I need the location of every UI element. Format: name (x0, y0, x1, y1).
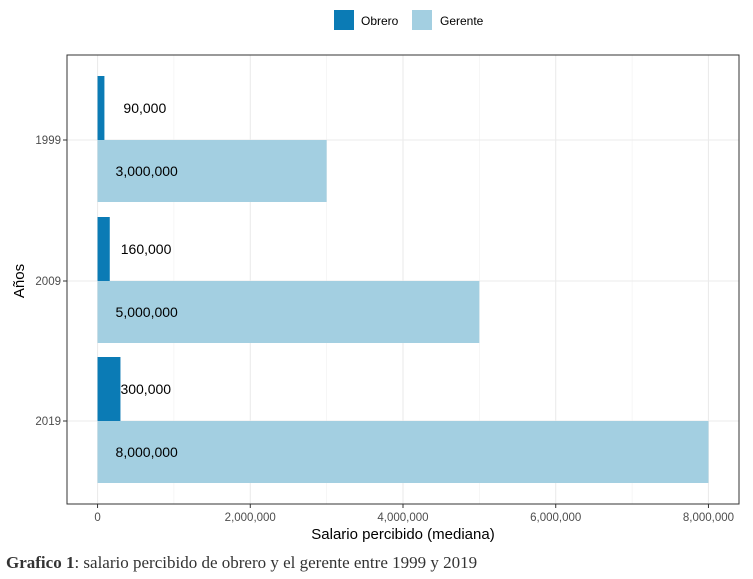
data-label-gerente-2009: 5,000,000 (116, 304, 178, 320)
figure-caption: Grafico 1: salario percibido de obrero y… (6, 553, 477, 573)
x-tick-label: 6,000,000 (530, 512, 581, 524)
x-tick-label: 0 (94, 512, 100, 524)
y-axis: 1999 2009 2019 (35, 135, 67, 428)
plot-panel: 90,000 3,000,000 160,000 5,000,000 300,000 8,… (66, 54, 740, 505)
bar-gerente-2019 (97, 421, 709, 483)
bar-gerente-2009 (97, 281, 480, 343)
x-tick-label: 2,000,000 (225, 512, 276, 524)
bar-gerente-1999 (97, 140, 327, 202)
legend-label-obrero: Obrero (361, 14, 399, 28)
bar-obrero-1999 (97, 76, 105, 140)
x-tick-label: 4,000,000 (377, 512, 428, 524)
bar-obrero-2019 (97, 357, 121, 421)
data-label-obrero-2019: 300,000 (120, 381, 171, 397)
legend: Obrero Gerente (334, 10, 484, 30)
x-axis: 0 2,000,000 4,000,000 6,000,000 8,000,000 (94, 504, 734, 524)
y-axis-title: Años (11, 264, 28, 298)
x-tick-label: 8,000,000 (683, 512, 734, 524)
data-label-obrero-2009: 160,000 (121, 241, 172, 257)
bar-chart: Obrero Gerente 90,000 3,000,000 160,000 5,00… (11, 10, 740, 543)
caption-text: : salario percibido de obrero y el geren… (74, 553, 478, 572)
data-label-gerente-2019: 8,000,000 (116, 444, 178, 460)
data-label-obrero-1999: 90,000 (123, 100, 166, 116)
y-tick-label: 2019 (35, 416, 61, 428)
y-tick-label: 2009 (35, 276, 61, 288)
data-label-gerente-1999: 3,000,000 (116, 163, 178, 179)
x-axis-title: Salario percibido (mediana) (311, 526, 494, 543)
y-tick-label: 1999 (35, 135, 61, 147)
bar-obrero-2009 (97, 217, 110, 281)
legend-key-gerente (412, 10, 432, 30)
caption-label: Grafico 1 (6, 553, 75, 572)
legend-key-obrero (334, 10, 354, 30)
legend-label-gerente: Gerente (440, 14, 484, 28)
